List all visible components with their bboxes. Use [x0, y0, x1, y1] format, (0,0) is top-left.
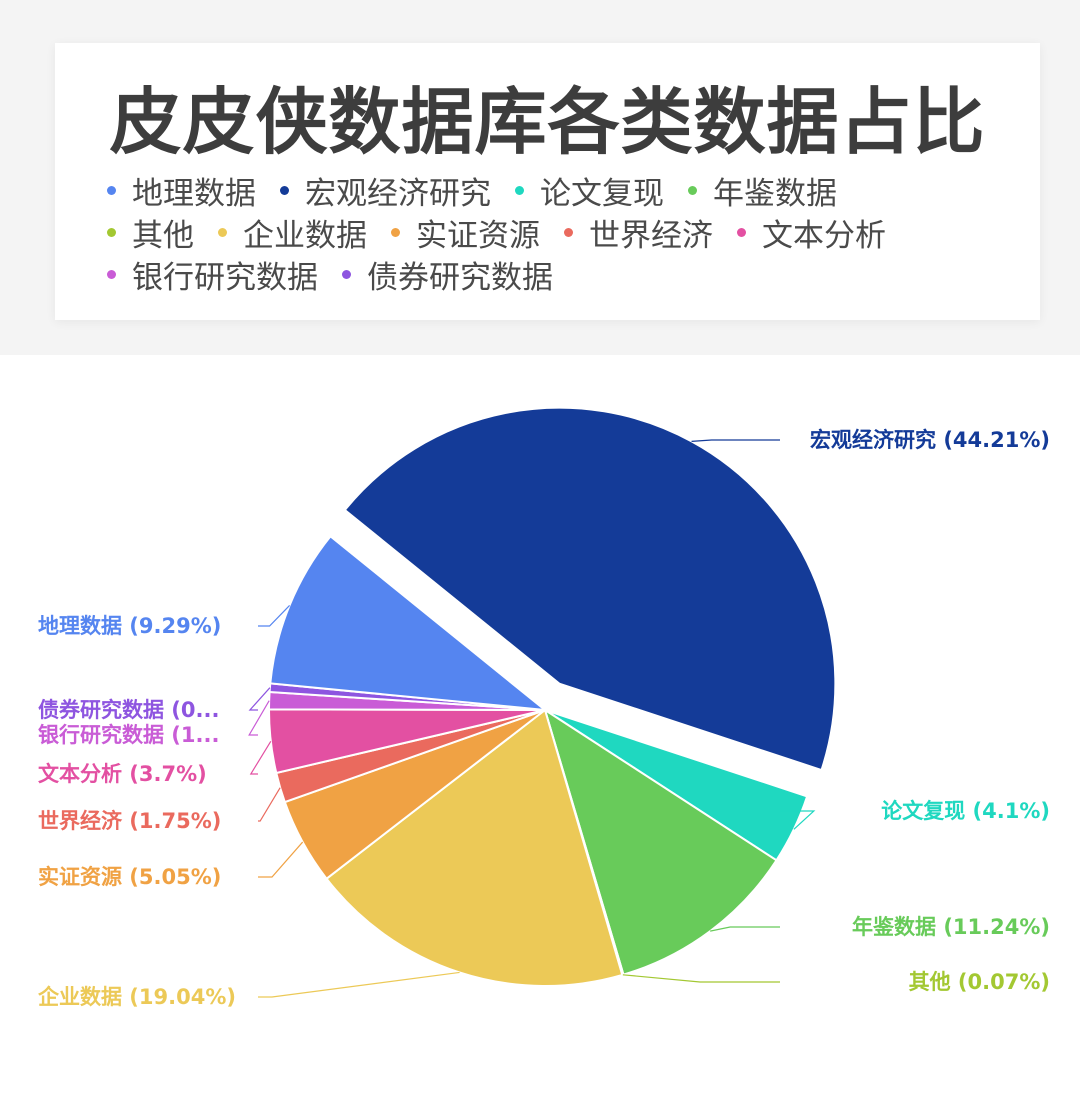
legend-label: 地理数据 [132, 175, 256, 212]
pie-slice[interactable] [543, 707, 778, 976]
legend-label: 其他 [132, 217, 194, 254]
legend-label: 实证资源 [416, 217, 540, 254]
slice-label: 世界经济 (1.75%) [38, 809, 221, 833]
legend-label: 宏观经济研究 [305, 175, 491, 212]
leader-line [780, 810, 816, 830]
legend-marker [107, 269, 116, 279]
legend-item[interactable]: 债券研究数据 [342, 252, 553, 297]
pie-slice[interactable] [343, 406, 837, 772]
slice-label: 地理数据 (9.29%) [38, 614, 221, 638]
legend-item[interactable]: 银行研究数据 [107, 252, 318, 297]
legend: 地理数据 宏观经济研究 论文复现 年鉴数据 其他 企业数据 实证资源 世界经济 文本分析 银行研究… [107, 168, 1007, 297]
legend-item[interactable]: 世界经济 [564, 210, 713, 255]
legend-item[interactable]: 年鉴数据 [688, 168, 837, 213]
legend-row: 银行研究数据 债券研究数据 [107, 252, 1007, 297]
legend-marker [515, 185, 524, 195]
slice-labels: 地理数据 (9.29%) 宏观经济研究 (44.21%) 论文复现 (4.1%) 年鉴… [37, 428, 1050, 1009]
slice-label: 债券研究数据 (0... [38, 698, 219, 722]
legend-label: 银行研究数据 [132, 259, 318, 296]
leader-line [258, 787, 281, 822]
legend-marker [107, 227, 116, 237]
legend-item[interactable]: 地理数据 [107, 168, 256, 213]
legend-marker [564, 227, 573, 237]
legend-item[interactable]: 企业数据 [218, 210, 367, 255]
leader-line [710, 926, 780, 932]
header-card: 皮皮侠数据库各类数据占比 地理数据 宏观经济研究 论文复现 年鉴数据其他 企业数据 实证资… [55, 43, 1040, 320]
legend-label: 世界经济 [589, 217, 713, 254]
legend-label: 企业数据 [243, 217, 367, 254]
legend-label: 文本分析 [762, 217, 886, 254]
legend-marker [280, 185, 289, 195]
leader-line [258, 841, 304, 878]
legend-label: 债券研究数据 [367, 259, 553, 296]
leader-line [249, 741, 272, 775]
legend-marker [342, 269, 351, 279]
legend-item[interactable]: 宏观经济研究 [280, 168, 491, 213]
legend-item[interactable]: 实证资源 [391, 210, 540, 255]
legend-marker [737, 227, 746, 237]
leader-line [248, 687, 271, 711]
leader-line [691, 439, 780, 442]
slice-label: 文本分析 (3.7%) [38, 762, 207, 786]
legend-label: 年鉴数据 [713, 175, 837, 212]
slice-label: 宏观经济研究 (44.21%) [810, 428, 1050, 452]
legend-item[interactable]: 论文复现 [515, 168, 664, 213]
pie-slices [267, 406, 837, 987]
legend-item[interactable]: 文本分析 [737, 210, 886, 255]
legend-marker [391, 227, 400, 237]
leader-line [248, 700, 270, 736]
legend-row: 地理数据 宏观经济研究 论文复现 年鉴数据 [107, 168, 1007, 213]
slice-label: 论文复现 (4.1%) [881, 799, 1050, 823]
slice-label: 企业数据 (19.04%) [37, 985, 236, 1009]
leader-line [258, 604, 291, 627]
leader-line [622, 974, 780, 983]
pie-slice[interactable] [269, 534, 549, 712]
chart-title: 皮皮侠数据库各类数据占比 [109, 80, 986, 164]
slice-label: 年鉴数据 (11.24%) [852, 915, 1050, 939]
legend-label: 论文复现 [540, 175, 664, 212]
legend-marker [688, 185, 697, 195]
legend-item[interactable]: 其他 [107, 210, 194, 255]
leader-line [258, 971, 460, 998]
legend-marker [218, 227, 227, 237]
slice-label: 银行研究数据 (1... [38, 723, 219, 747]
slice-label: 其他 (0.07%) [909, 970, 1050, 994]
legend-row: 其他 企业数据 实证资源 世界经济 文本分析 [107, 210, 1007, 255]
slice-label: 实证资源 (5.05%) [38, 865, 221, 889]
legend-marker [107, 185, 116, 195]
